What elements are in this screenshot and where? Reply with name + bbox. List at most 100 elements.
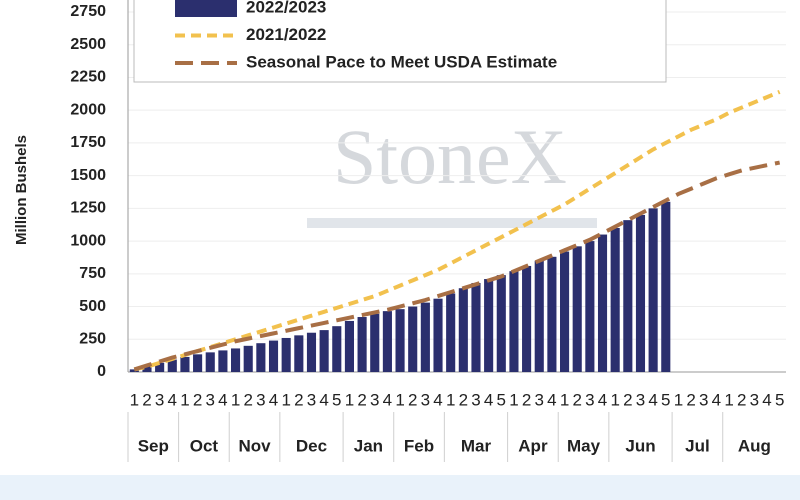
x-tick-label: 4 [433, 390, 442, 409]
month-label: Apr [518, 436, 548, 455]
x-tick-label: 2 [294, 390, 303, 409]
bar [382, 311, 392, 372]
x-tick-label: 1 [281, 390, 290, 409]
bar [408, 306, 418, 372]
x-tick-label: 4 [762, 390, 771, 409]
x-tick-label: 5 [661, 390, 670, 409]
watermark-bar [307, 218, 597, 228]
y-tick-label: 1500 [70, 167, 106, 184]
y-tick-label: 0 [97, 363, 106, 380]
month-label: May [567, 436, 601, 455]
y-tick-label: 2000 [70, 101, 106, 118]
x-tick-label: 2 [408, 390, 417, 409]
bar [661, 201, 671, 372]
bar [585, 241, 595, 372]
watermark: StoneX [333, 113, 567, 200]
month-label: Mar [461, 436, 492, 455]
y-tick-label: 2250 [70, 69, 106, 86]
y-tick-label: 250 [79, 330, 106, 347]
x-tick-label: 5 [775, 390, 784, 409]
x-tick-label: 4 [383, 390, 392, 409]
y-tick-label: 750 [79, 265, 106, 282]
bar [231, 348, 241, 372]
bar [256, 343, 266, 372]
x-tick-label: 4 [319, 390, 328, 409]
x-tick-label: 4 [598, 390, 607, 409]
x-tick-label: 3 [307, 390, 316, 409]
bar [522, 265, 532, 372]
x-tick-label: 2 [357, 390, 366, 409]
x-tick-label: 1 [130, 390, 139, 409]
bar [446, 293, 456, 372]
bar [509, 271, 519, 372]
y-tick-label: 1000 [70, 232, 106, 249]
month-label: Dec [296, 436, 327, 455]
y-tick-label: 2500 [70, 36, 106, 53]
bar [420, 302, 430, 372]
y-axis-label: Million Bushels [13, 135, 30, 245]
x-tick-label: 1 [674, 390, 683, 409]
x-tick-label: 3 [421, 390, 430, 409]
x-tick-label: 2 [623, 390, 632, 409]
bar [281, 337, 291, 372]
bar [155, 362, 165, 372]
x-tick-label: 3 [636, 390, 645, 409]
x-tick-label: 1 [610, 390, 619, 409]
x-tick-label: 1 [560, 390, 569, 409]
bar [205, 352, 215, 372]
x-tick-label: 3 [206, 390, 215, 409]
bar [218, 350, 228, 372]
bar [142, 366, 152, 372]
month-label: Jan [354, 436, 383, 455]
x-tick-label: 2 [243, 390, 252, 409]
x-tick-label: 2 [686, 390, 695, 409]
x-tick-label: 1 [724, 390, 733, 409]
bar [167, 359, 177, 372]
x-tick-label: 3 [535, 390, 544, 409]
x-tick-label: 1 [395, 390, 404, 409]
bar [306, 332, 317, 372]
x-tick-label: 3 [471, 390, 480, 409]
legend-label: Seasonal Pace to Meet USDA Estimate [246, 52, 557, 71]
x-tick-label: 4 [218, 390, 227, 409]
month-label: Nov [238, 436, 271, 455]
x-tick-label: 1 [180, 390, 189, 409]
x-tick-label: 2 [572, 390, 581, 409]
y-tick-label: 1250 [70, 200, 106, 217]
legend-label: 2021/2022 [246, 25, 326, 44]
bar [243, 345, 253, 372]
x-tick-label: 1 [446, 390, 455, 409]
bar [332, 326, 342, 372]
x-tick-label: 2 [142, 390, 151, 409]
x-tick-label: 5 [332, 390, 341, 409]
x-tick-label: 1 [509, 390, 518, 409]
bar [534, 260, 544, 372]
y-tick-label: 500 [79, 298, 106, 315]
bar [268, 340, 279, 372]
bar [357, 317, 367, 372]
bar [344, 320, 354, 372]
x-tick-label: 4 [648, 390, 657, 409]
bar [471, 282, 481, 372]
bar [180, 356, 190, 372]
y-tick-label: 2750 [70, 3, 106, 20]
bar [623, 220, 633, 372]
bar [496, 275, 506, 372]
month-label: Oct [190, 436, 219, 455]
bar [458, 288, 468, 372]
x-tick-label: 1 [231, 390, 240, 409]
month-label: Jul [685, 436, 710, 455]
month-label: Aug [738, 436, 771, 455]
x-tick-label: 3 [585, 390, 594, 409]
x-tick-label: 2 [459, 390, 468, 409]
bar [610, 228, 620, 372]
bar [635, 214, 646, 372]
bar [547, 256, 557, 372]
legend-swatch [175, 0, 237, 17]
bar [319, 330, 329, 372]
x-tick-label: 3 [750, 390, 759, 409]
x-tick-label: 4 [712, 390, 721, 409]
x-tick-label: 2 [193, 390, 202, 409]
